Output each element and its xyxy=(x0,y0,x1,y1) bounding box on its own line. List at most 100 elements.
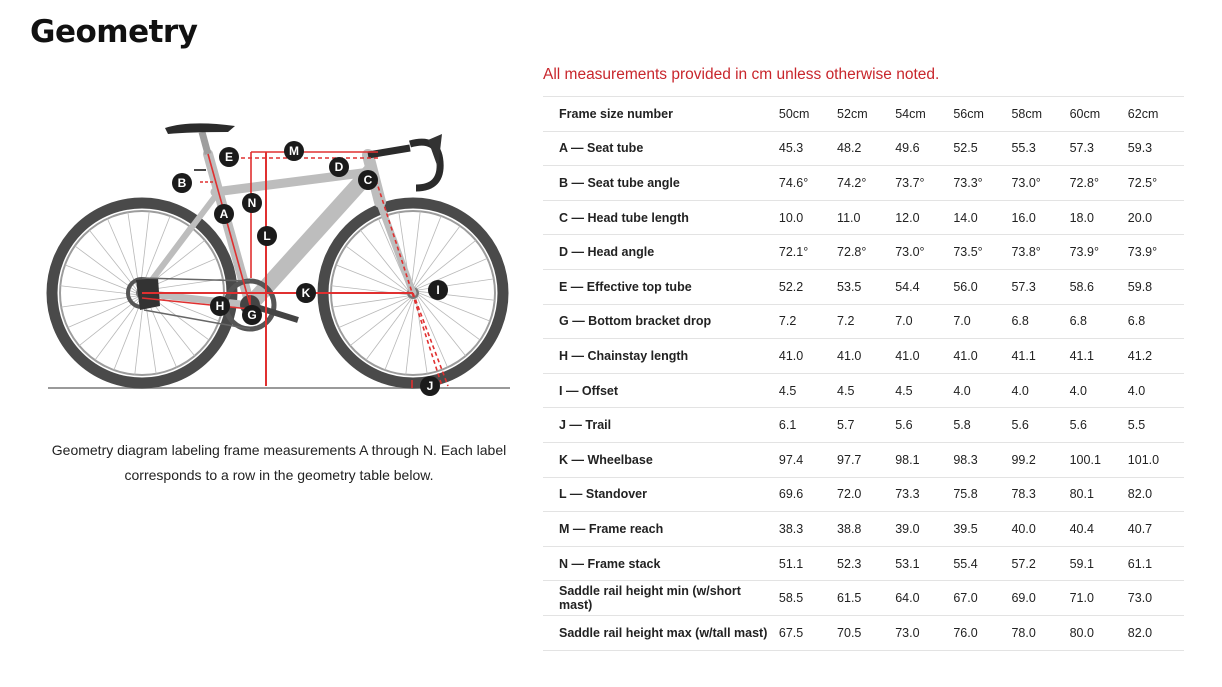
marker-D: D xyxy=(329,157,349,177)
cell-value: 41.1 xyxy=(1067,338,1126,374)
row-label: C — Head tube length xyxy=(543,199,777,235)
table-row: Saddle rail height max (w/tall mast) 67.5… xyxy=(543,614,1184,651)
cell-value: 78.3 xyxy=(1009,476,1068,512)
size-header: 62cm xyxy=(1125,96,1184,132)
cell-value: 4.5 xyxy=(835,372,894,408)
cell-value: 64.0 xyxy=(893,580,952,616)
cell-value: 7.0 xyxy=(893,303,952,339)
row-label: J — Trail xyxy=(543,407,777,443)
marker-C: C xyxy=(358,170,378,190)
cell-value: 73.3 xyxy=(893,476,952,512)
cell-value: 53.1 xyxy=(893,545,952,581)
cell-value: 80.0 xyxy=(1067,614,1126,651)
marker-I: I xyxy=(428,280,448,300)
cell-value: 53.5 xyxy=(835,268,894,305)
cell-value: 99.2 xyxy=(1009,441,1068,478)
marker-J: J xyxy=(420,376,440,396)
cell-value: 4.0 xyxy=(1009,372,1068,408)
marker-E: E xyxy=(219,147,239,167)
table-row: J — Trail 6.1 5.7 5.6 5.8 5.6 5.6 5.5 xyxy=(543,407,1184,443)
cell-value: 73.3° xyxy=(951,165,1010,201)
cell-value: 4.5 xyxy=(776,372,836,408)
cell-value: 57.3 xyxy=(1009,268,1068,305)
cell-value: 56.0 xyxy=(951,268,1010,305)
bike-geometry-diagram: A B C D E G H I J K L M N xyxy=(46,123,510,396)
svg-text:B: B xyxy=(178,176,187,190)
cell-value: 45.3 xyxy=(776,130,836,166)
table-row: Saddle rail height min (w/short mast) 58.… xyxy=(543,580,1184,616)
cell-value: 57.3 xyxy=(1067,130,1126,166)
marker-N: N xyxy=(242,193,262,213)
cell-value: 5.7 xyxy=(835,407,894,443)
cell-value: 59.3 xyxy=(1125,130,1184,166)
svg-text:I: I xyxy=(436,283,439,297)
size-header: 56cm xyxy=(951,96,1010,132)
cell-value: 100.1 xyxy=(1067,441,1126,478)
diagram-caption: Geometry diagram labeling frame measurem… xyxy=(51,442,507,483)
svg-text:J: J xyxy=(427,379,434,393)
row-label: I — Offset xyxy=(543,372,777,408)
cell-value: 97.7 xyxy=(835,441,894,478)
svg-text:M: M xyxy=(289,144,299,158)
cell-value: 6.1 xyxy=(776,407,836,443)
cell-value: 38.8 xyxy=(835,511,894,547)
cell-value: 41.2 xyxy=(1125,338,1184,374)
cell-value: 48.2 xyxy=(835,130,894,166)
cell-value: 4.0 xyxy=(1125,372,1184,408)
handlebar xyxy=(367,134,444,192)
cell-value: 16.0 xyxy=(1009,199,1068,235)
cell-value: 76.0 xyxy=(951,614,1010,651)
cell-value: 38.3 xyxy=(776,511,836,547)
cell-value: 55.3 xyxy=(1009,130,1068,166)
measurement-note: All measurements provided in cm unless o… xyxy=(543,66,940,83)
cell-value: 82.0 xyxy=(1125,614,1184,651)
table-row: M — Frame reach 38.3 38.8 39.0 39.5 40.0 40.4 4… xyxy=(543,511,1184,547)
cell-value: 41.0 xyxy=(835,338,894,374)
cell-value: 72.8° xyxy=(835,234,894,270)
cell-value: 40.7 xyxy=(1125,511,1184,547)
marker-M: M xyxy=(284,141,304,161)
cell-value: 40.0 xyxy=(1009,511,1068,547)
table-row: L — Standover 69.6 72.0 73.3 75.8 78.3 80.1 82.… xyxy=(543,476,1184,512)
row-label: N — Frame stack xyxy=(543,545,777,581)
cell-value: 40.4 xyxy=(1067,511,1126,547)
cell-value: 41.1 xyxy=(1009,338,1068,374)
cell-value: 55.4 xyxy=(951,545,1010,581)
row-label: G — Bottom bracket drop xyxy=(543,303,777,339)
cell-value: 5.6 xyxy=(893,407,952,443)
svg-text:H: H xyxy=(216,299,225,313)
cell-value: 59.8 xyxy=(1125,268,1184,305)
cell-value: 14.0 xyxy=(951,199,1010,235)
row-label: H — Chainstay length xyxy=(543,338,777,374)
cell-value: 5.6 xyxy=(1067,407,1126,443)
marker-L: L xyxy=(257,226,277,246)
cell-value: 10.0 xyxy=(776,199,836,235)
cell-value: 98.1 xyxy=(893,441,952,478)
cell-value: 7.2 xyxy=(835,303,894,339)
cell-value: 6.8 xyxy=(1125,303,1184,339)
cell-value: 73.0 xyxy=(1125,580,1184,616)
saddle xyxy=(165,123,235,134)
cell-value: 69.0 xyxy=(1009,580,1068,616)
table-row: A — Seat tube 45.3 48.2 49.6 52.5 55.3 57.3 59.… xyxy=(543,130,1184,166)
table-row: D — Head angle 72.1° 72.8° 73.0° 73.5° 73.8° 7… xyxy=(543,234,1184,270)
cell-value: 69.6 xyxy=(776,476,836,512)
cell-value: 61.5 xyxy=(835,580,894,616)
cell-value: 74.6° xyxy=(776,165,836,201)
svg-text:A: A xyxy=(220,207,229,221)
cell-value: 72.8° xyxy=(1067,165,1126,201)
cell-value: 61.1 xyxy=(1125,545,1184,581)
cell-value: 67.0 xyxy=(951,580,1010,616)
cell-value: 72.1° xyxy=(776,234,836,270)
cell-value: 57.2 xyxy=(1009,545,1068,581)
measurement-lines xyxy=(141,151,449,388)
table-row: I — Offset 4.5 4.5 4.5 4.0 4.0 4.0 4.0 xyxy=(543,372,1184,408)
cell-value: 6.8 xyxy=(1009,303,1068,339)
svg-text:C: C xyxy=(364,173,373,187)
cell-value: 4.0 xyxy=(951,372,1010,408)
marker-G: G xyxy=(242,305,262,325)
cell-value: 41.0 xyxy=(951,338,1010,374)
cell-value: 39.0 xyxy=(893,511,952,547)
cell-value: 5.6 xyxy=(1009,407,1068,443)
row-label: K — Wheelbase xyxy=(543,441,777,478)
